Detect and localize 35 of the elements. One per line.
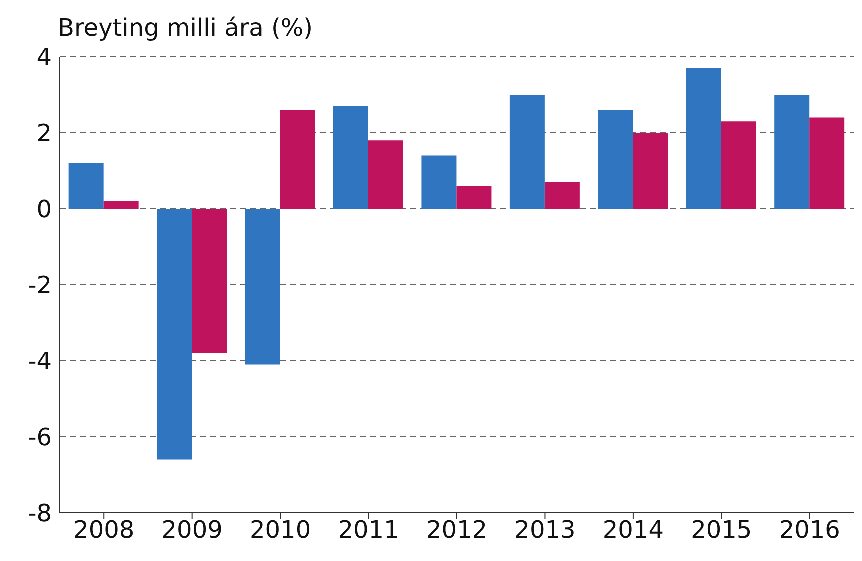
- y-tick-label: -2: [28, 272, 52, 300]
- y-tick-label: -6: [28, 424, 52, 452]
- bar: [598, 110, 634, 209]
- bar: [245, 209, 280, 365]
- bar: [774, 95, 810, 209]
- x-tick-label: 2010: [250, 516, 312, 544]
- x-tick-label: 2011: [338, 516, 400, 544]
- x-tick-label: 2014: [602, 516, 664, 544]
- bar: [686, 68, 722, 209]
- y-tick-label: -8: [28, 500, 52, 528]
- bar: [280, 110, 316, 209]
- y-tick-label: -4: [28, 348, 52, 376]
- bar: [368, 140, 404, 209]
- bar: [68, 163, 104, 209]
- y-tick-label: 4: [36, 44, 52, 72]
- x-tick-label: 2013: [514, 516, 576, 544]
- bar: [456, 186, 492, 209]
- bar: [333, 106, 368, 209]
- bar: [422, 156, 457, 209]
- bar: [721, 122, 756, 209]
- y-tick-label: 2: [36, 120, 52, 148]
- bar: [157, 209, 192, 460]
- bar: [510, 95, 545, 209]
- bar: [810, 118, 845, 209]
- bar: [633, 133, 668, 209]
- bar: [192, 209, 228, 354]
- y-axis-title: Breyting milli ára (%): [58, 14, 314, 42]
- x-tick-label: 2008: [74, 516, 135, 544]
- x-tick-label: 2016: [779, 516, 840, 544]
- bar: [544, 182, 580, 209]
- x-tick-label: 2012: [426, 516, 488, 544]
- bar: [104, 201, 139, 209]
- x-tick-label: 2015: [691, 516, 752, 544]
- y-tick-label: 0: [36, 196, 52, 224]
- x-tick-label: 2009: [162, 516, 223, 544]
